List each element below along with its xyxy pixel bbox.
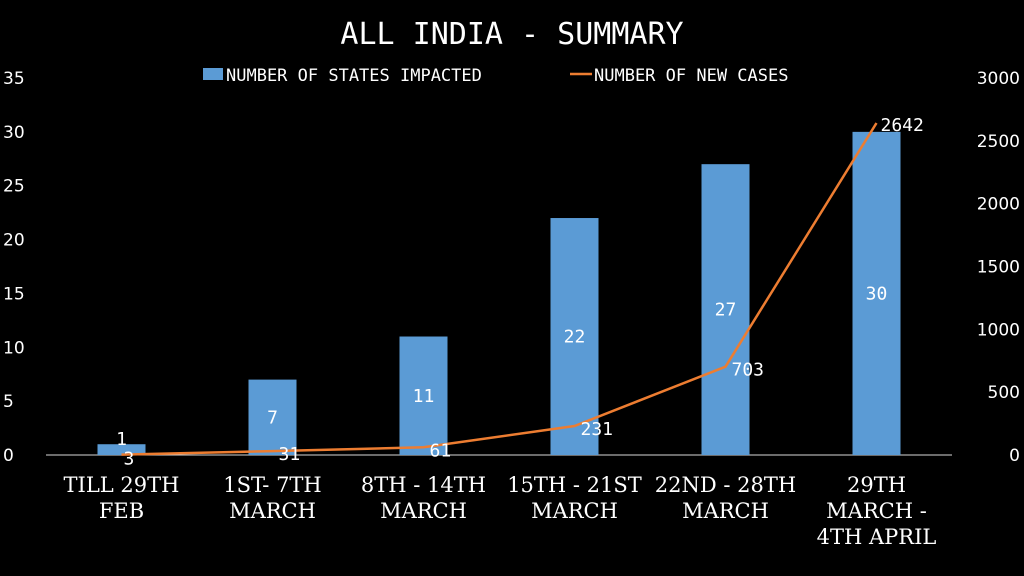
x-category-label: 29TH MARCH -4TH APRIL xyxy=(817,473,937,549)
line-series-cases xyxy=(121,122,878,456)
y-left-tick-label: 15 xyxy=(3,284,25,304)
x-category-label: 8TH - 14TH MARCH xyxy=(361,473,486,523)
line-data-label: 231 xyxy=(581,419,614,440)
y-axis-left: 0 5 10 15 20 25 30 35 xyxy=(3,69,25,466)
bar xyxy=(97,444,146,455)
bar xyxy=(852,131,901,455)
legend: NUMBER OF STATES IMPACTED NUMBER OF NEW … xyxy=(203,66,788,86)
x-category-line: MARCH xyxy=(229,499,316,523)
legend-swatch-states xyxy=(203,68,223,80)
bar xyxy=(399,336,448,455)
bar-series-states xyxy=(97,131,901,455)
x-category-label: 15TH - 21ST MARCH xyxy=(507,473,642,523)
y-left-tick-label: 5 xyxy=(3,392,14,412)
y-left-tick-label: 25 xyxy=(3,177,25,197)
x-category-label: 1ST- 7TH MARCH xyxy=(223,473,322,523)
x-category-line: MARCH - xyxy=(826,499,927,523)
x-category-label: 22ND - 28TH MARCH xyxy=(655,473,796,523)
x-category-line: 29TH xyxy=(847,473,906,497)
bar-data-label: 7 xyxy=(267,407,278,428)
bar xyxy=(248,379,297,455)
y-left-tick-label: 30 xyxy=(3,123,25,143)
bar-data-label: 1 xyxy=(116,429,127,450)
x-category-line: 8TH - 14TH xyxy=(361,473,486,497)
legend-label-cases: NUMBER OF NEW CASES xyxy=(594,66,788,86)
line-data-label: 3 xyxy=(124,449,135,470)
bar-data-label: 27 xyxy=(715,300,737,321)
x-category-line: MARCH xyxy=(531,499,618,523)
x-category-line: 22ND - 28TH xyxy=(655,473,796,497)
bar xyxy=(701,164,750,455)
line-data-label: 2642 xyxy=(881,115,924,136)
x-category-line: 15TH - 21ST xyxy=(507,473,642,497)
x-category-line: MARCH xyxy=(682,499,769,523)
y-right-tick-label: 0 xyxy=(1009,446,1020,466)
x-category-line: 4TH APRIL xyxy=(817,525,937,549)
x-category-line: TILL 29TH xyxy=(64,473,180,497)
y-right-tick-label: 2000 xyxy=(977,195,1020,215)
x-category-line: MARCH xyxy=(380,499,467,523)
y-right-tick-label: 500 xyxy=(988,383,1020,403)
x-category-line: FEB xyxy=(99,499,144,523)
y-left-tick-label: 35 xyxy=(3,69,25,89)
bar xyxy=(550,218,599,455)
y-right-tick-label: 1000 xyxy=(977,320,1020,340)
line-data-label: 703 xyxy=(732,360,765,381)
y-axis-right: 0 500 1000 1500 2000 2500 3000 xyxy=(977,69,1020,466)
line-data-label: 61 xyxy=(430,440,452,461)
chart-title: ALL INDIA - SUMMARY xyxy=(340,17,683,52)
y-left-tick-label: 10 xyxy=(3,338,25,358)
y-right-tick-label: 1500 xyxy=(977,258,1020,278)
line-data-label: 31 xyxy=(279,444,301,465)
bar-data-label: 30 xyxy=(866,283,888,304)
bar-data-label: 11 xyxy=(413,386,435,407)
cases-line xyxy=(121,122,878,456)
y-left-tick-label: 20 xyxy=(3,231,25,251)
bar-data-label: 22 xyxy=(564,327,586,348)
line-data-labels: 3 31 61 231 703 2642 xyxy=(124,115,924,470)
y-right-tick-label: 2500 xyxy=(977,132,1020,152)
legend-label-states: NUMBER OF STATES IMPACTED xyxy=(226,66,482,86)
x-category-line: 1ST- 7TH xyxy=(223,473,322,497)
y-left-tick-label: 0 xyxy=(3,446,14,466)
x-category-label: TILL 29TH FEB xyxy=(64,473,180,523)
bar-data-labels: 1 7 11 22 27 30 xyxy=(116,283,887,450)
y-right-tick-label: 3000 xyxy=(977,69,1020,89)
